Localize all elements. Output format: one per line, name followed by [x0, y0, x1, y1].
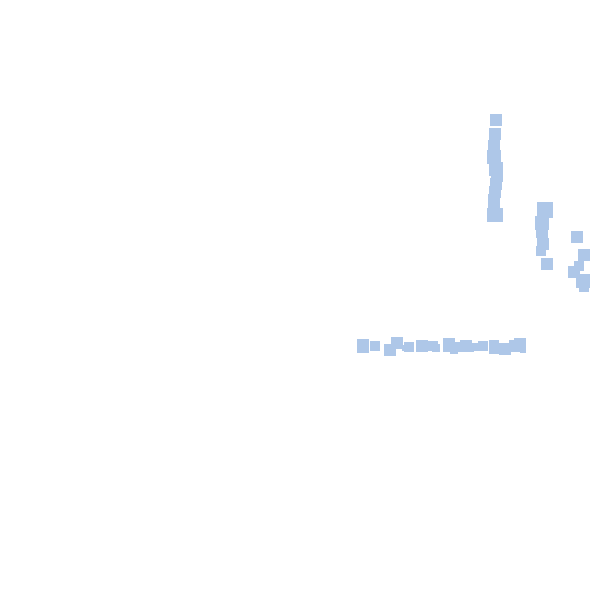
right-cluster-marks — [535, 202, 590, 292]
vertical-stroke-square-mark — [487, 208, 503, 222]
horizontal-stroke-square-mark — [489, 340, 499, 354]
horizontal-stroke-square-mark — [386, 350, 394, 356]
horizontal-stroke-square-mark — [499, 343, 511, 355]
vertical-stroke-square-mark — [488, 140, 500, 152]
horizontal-stroke-square-mark — [357, 339, 369, 353]
vertical-stroke-marks — [487, 114, 503, 222]
horizontal-stroke-square-mark — [520, 345, 526, 353]
right-cluster-square-mark — [544, 210, 552, 218]
horizontal-stroke-square-mark — [370, 341, 380, 351]
horizontal-stroke-marks — [357, 337, 526, 356]
right-cluster-square-mark — [578, 249, 590, 261]
right-cluster-square-mark — [536, 226, 548, 238]
horizontal-stroke-square-mark — [432, 344, 440, 352]
horizontal-stroke-square-mark — [452, 342, 462, 352]
vertical-stroke-square-mark — [489, 196, 499, 206]
horizontal-stroke-square-mark — [478, 341, 488, 351]
horizontal-stroke-square-mark — [391, 337, 403, 349]
horizontal-stroke-square-mark — [402, 345, 410, 351]
horizontal-stroke-square-mark — [416, 340, 428, 352]
horizontal-stroke-square-mark — [466, 344, 474, 352]
right-cluster-square-mark — [571, 231, 583, 243]
horizontal-stroke-square-mark — [450, 350, 458, 354]
right-cluster-square-mark — [536, 246, 546, 256]
vertical-stroke-square-mark — [493, 156, 501, 164]
right-cluster-square-mark — [541, 258, 553, 270]
vertical-stroke-square-mark — [490, 114, 502, 126]
right-cluster-square-mark — [579, 282, 589, 292]
vertical-stroke-square-mark — [492, 134, 500, 142]
